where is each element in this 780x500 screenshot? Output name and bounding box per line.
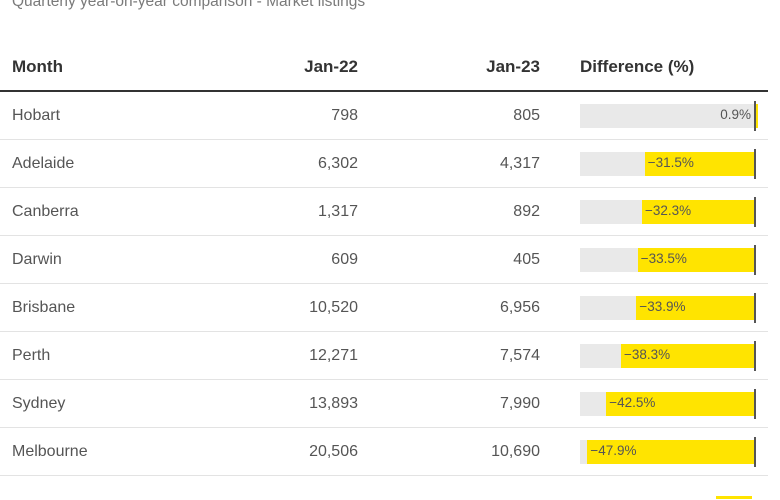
difference-bar: −42.5% [580,388,756,419]
table-row: Hobart 798 805 0.9% [0,91,768,140]
bar-fill [606,391,755,416]
jan23-value: 805 [358,91,540,140]
jan22-value: 13,893 [194,379,358,428]
bar-fill [755,103,759,128]
jan23-value: 7,990 [358,379,540,428]
jan22-value: 1,317 [194,187,358,236]
bar-fill [644,151,755,176]
jan23-value: 7,574 [358,331,540,380]
table-body: Hobart 798 805 0.9% Adelaide 6,302 4,317 −31.5%… [0,91,768,476]
jan22-value: 6,302 [194,139,358,188]
city-name: Brisbane [0,283,194,332]
city-name: Canberra [0,187,194,236]
difference-bar: −31.5% [580,148,756,179]
jan22-value: 798 [194,91,358,140]
difference-cell: −38.3% [540,331,768,380]
difference-label: −32.3% [644,202,692,218]
difference-label: −38.3% [623,346,671,362]
difference-label: −31.5% [647,154,694,170]
bar-fill [587,439,755,464]
bar-track [580,103,756,128]
table-row: Melbourne 20,506 10,690 −47.9% [0,427,768,476]
header-difference: Difference (%) [540,44,768,92]
bar-fill [637,247,755,272]
bar-fill [636,295,755,320]
zero-line [754,148,756,179]
zero-line [754,292,756,323]
difference-bar: 0.9% [580,100,759,131]
difference-label: 0.9% [720,106,751,122]
header-jan23: Jan-23 [358,44,540,92]
table-row: Adelaide 6,302 4,317 −31.5% [0,139,768,188]
city-name: Hobart [0,91,194,140]
zero-line [754,388,756,419]
city-name: Perth [0,331,194,380]
header-month: Month [0,44,194,92]
difference-cell: −31.5% [540,139,768,188]
city-name: Sydney [0,379,194,428]
jan23-value: 405 [358,235,540,284]
brand-stripe [716,496,752,499]
difference-label: −47.9% [590,442,637,458]
jan22-value: 10,520 [194,283,358,332]
header-jan22: Jan-22 [194,44,358,92]
jan23-value: 4,317 [358,139,540,188]
difference-cell: −42.5% [540,379,768,428]
chart-subtitle: Quarterly year-on-year comparison - Mark… [12,0,366,10]
city-name: Melbourne [0,427,194,476]
data-table: Month Jan-22 Jan-23 Difference (%) Hobar… [0,44,768,476]
difference-bar: −33.5% [580,244,756,275]
table-row: Canberra 1,317 892 −32.3% [0,187,768,236]
difference-label: −33.9% [639,298,686,314]
zero-line [754,340,756,371]
jan22-value: 20,506 [194,427,358,476]
difference-label: −33.5% [640,250,687,266]
zero-line [754,196,756,227]
jan23-value: 892 [358,187,540,236]
city-name: Adelaide [0,139,194,188]
difference-bar: −38.3% [580,340,756,371]
zero-line [754,244,756,275]
difference-cell: 0.9% [540,91,768,140]
bar-fill [620,343,755,368]
table-row: Sydney 13,893 7,990 −42.5% [0,379,768,428]
difference-bar: −32.3% [580,196,756,227]
difference-cell: −33.5% [540,235,768,284]
bar-fill [641,199,755,224]
jan23-value: 6,956 [358,283,540,332]
difference-bar: −33.9% [580,292,756,323]
difference-bar: −47.9% [580,436,756,467]
zero-line [754,436,756,467]
jan22-value: 12,271 [194,331,358,380]
header-row: Month Jan-22 Jan-23 Difference (%) [0,44,768,92]
table-row: Darwin 609 405 −33.5% [0,235,768,284]
zero-line [754,100,756,131]
table-row: Brisbane 10,520 6,956 −33.9% [0,283,768,332]
difference-cell: −32.3% [540,187,768,236]
city-name: Darwin [0,235,194,284]
jan22-value: 609 [194,235,358,284]
jan23-value: 10,690 [358,427,540,476]
difference-cell: −33.9% [540,283,768,332]
table-row: Perth 12,271 7,574 −38.3% [0,331,768,380]
difference-label: −42.5% [609,394,656,410]
difference-cell: −47.9% [540,427,768,476]
